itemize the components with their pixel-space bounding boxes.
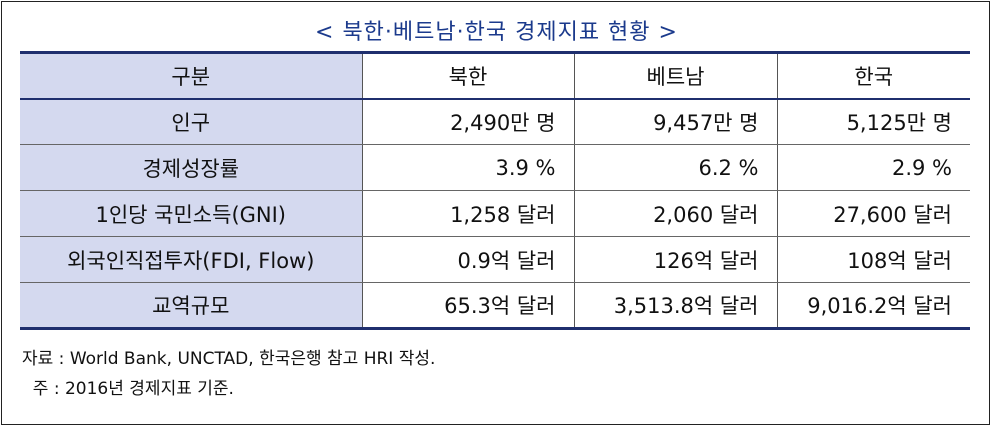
cell-vietnam: 2,060 달러 [573,190,778,237]
cell-vietnam: 126억 달러 [573,236,778,283]
cell-korea: 27,600 달러 [776,190,970,237]
indicator-table: 구분 북한 베트남 한국 인구 2,490만 명 9,457만 명 5,125만… [20,51,970,330]
row-label: 외국인직접투자(FDI, Flow) [20,236,363,283]
table-row: 1인당 국민소득(GNI) 1,258 달러 2,060 달러 27,600 달… [20,190,970,237]
row-label: 1인당 국민소득(GNI) [20,190,363,237]
cell-korea: 9,016.2억 달러 [776,282,970,330]
header-korea: 한국 [776,52,970,99]
header-vietnam: 베트남 [573,52,778,99]
cell-vietnam: 6.2 % [573,144,778,191]
cell-north-korea: 3.9 % [361,144,575,191]
cell-north-korea: 2,490만 명 [361,98,575,145]
table-row: 인구 2,490만 명 9,457만 명 5,125만 명 [20,98,970,145]
cell-korea: 5,125만 명 [776,98,970,145]
table-row: 경제성장률 3.9 % 6.2 % 2.9 % [20,144,970,191]
cell-korea: 2.9 % [776,144,970,191]
cell-north-korea: 65.3억 달러 [361,282,575,330]
header-north-korea: 북한 [361,52,575,99]
header-row: 구분 북한 베트남 한국 [20,52,970,99]
notes: 자료 : World Bank, UNCTAD, 한국은행 참고 HRI 작성.… [22,344,435,404]
row-label: 교역규모 [20,282,363,330]
table-row: 외국인직접투자(FDI, Flow) 0.9억 달러 126억 달러 108억 … [20,236,970,283]
cell-korea: 108억 달러 [776,236,970,283]
cell-vietnam: 3,513.8억 달러 [573,282,778,330]
table-title: < 북한·베트남·한국 경제지표 현황 > [315,20,678,45]
table-row: 교역규모 65.3억 달러 3,513.8억 달러 9,016.2억 달러 [20,282,970,330]
footnote: 주 : 2016년 경제지표 기준. [22,379,234,399]
row-label: 경제성장률 [20,144,363,191]
cell-north-korea: 1,258 달러 [361,190,575,237]
cell-vietnam: 9,457만 명 [573,98,778,145]
row-label: 인구 [20,98,363,145]
source-note: 자료 : World Bank, UNCTAD, 한국은행 참고 HRI 작성. [22,349,436,369]
header-category: 구분 [20,52,363,99]
cell-north-korea: 0.9억 달러 [361,236,575,283]
